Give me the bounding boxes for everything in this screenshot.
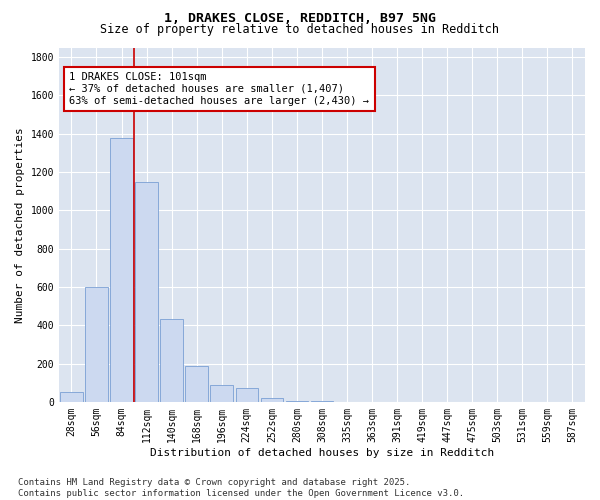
Text: Contains HM Land Registry data © Crown copyright and database right 2025.
Contai: Contains HM Land Registry data © Crown c… — [18, 478, 464, 498]
Bar — [136, 182, 158, 402]
X-axis label: Distribution of detached houses by size in Redditch: Distribution of detached houses by size … — [150, 448, 494, 458]
Bar — [260, 398, 283, 402]
Bar — [185, 366, 208, 402]
Bar — [85, 287, 108, 402]
Text: Size of property relative to detached houses in Redditch: Size of property relative to detached ho… — [101, 22, 499, 36]
Bar — [286, 401, 308, 402]
Bar — [236, 388, 258, 402]
Bar — [110, 138, 133, 402]
Bar — [211, 384, 233, 402]
Bar — [60, 392, 83, 402]
Bar — [160, 320, 183, 402]
Y-axis label: Number of detached properties: Number of detached properties — [15, 127, 25, 322]
Text: 1 DRAKES CLOSE: 101sqm
← 37% of detached houses are smaller (1,407)
63% of semi-: 1 DRAKES CLOSE: 101sqm ← 37% of detached… — [70, 72, 370, 106]
Text: 1, DRAKES CLOSE, REDDITCH, B97 5NG: 1, DRAKES CLOSE, REDDITCH, B97 5NG — [164, 12, 436, 26]
